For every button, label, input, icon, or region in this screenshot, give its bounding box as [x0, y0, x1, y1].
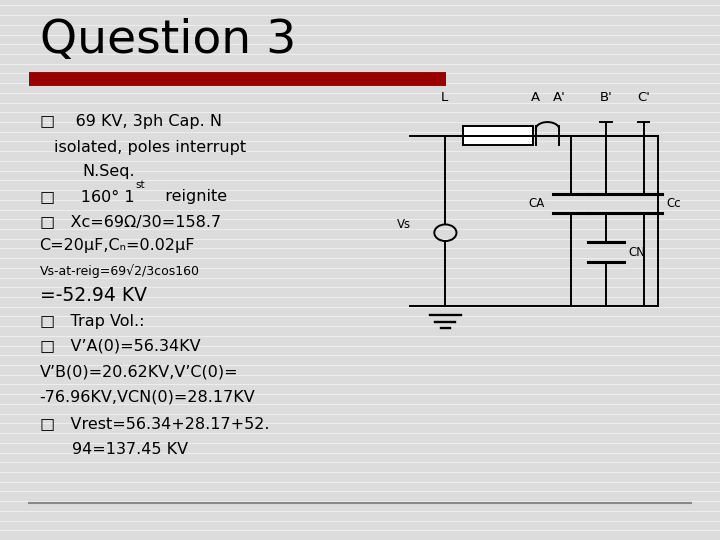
Text: st: st	[135, 180, 145, 190]
Text: =-52.94 KV: =-52.94 KV	[40, 286, 147, 305]
Text: □   Xc=69Ω/30=158.7: □ Xc=69Ω/30=158.7	[40, 214, 221, 229]
Text: N.Seq.: N.Seq.	[83, 164, 135, 179]
Text: -76.96KV,VCN(0)=28.17KV: -76.96KV,VCN(0)=28.17KV	[40, 389, 256, 404]
Text: Vs: Vs	[397, 218, 411, 231]
Text: CA: CA	[528, 197, 544, 210]
Text: Question 3: Question 3	[40, 18, 296, 63]
Text: C=20μF,Cₙ=0.02μF: C=20μF,Cₙ=0.02μF	[40, 238, 195, 253]
Text: L: L	[441, 91, 448, 104]
Text: A': A'	[553, 91, 565, 104]
Text: C': C'	[637, 91, 650, 104]
Text: isolated, poles interrupt: isolated, poles interrupt	[54, 140, 246, 155]
Text: □   Trap Vol.:: □ Trap Vol.:	[40, 314, 144, 329]
Text: V’B(0)=20.62KV,V’C(0)=: V’B(0)=20.62KV,V’C(0)=	[40, 364, 238, 379]
Text: □   Vrest=56.34+28.17+52.: □ Vrest=56.34+28.17+52.	[40, 416, 269, 431]
Text: CN: CN	[628, 246, 645, 259]
Text: 94=137.45 KV: 94=137.45 KV	[72, 442, 188, 457]
Text: Cc: Cc	[666, 197, 680, 210]
Text: □   V’A(0)=56.34KV: □ V’A(0)=56.34KV	[40, 338, 200, 353]
Text: Vs-at-reig=69√2/3cos160: Vs-at-reig=69√2/3cos160	[40, 264, 199, 278]
Bar	[463, 126, 533, 145]
Text: B': B'	[599, 91, 612, 104]
Text: A: A	[531, 91, 540, 104]
Text: □    69 KV, 3ph Cap. N: □ 69 KV, 3ph Cap. N	[40, 114, 222, 129]
Text: □     160° 1: □ 160° 1	[40, 189, 134, 204]
Text: reignite: reignite	[155, 189, 227, 204]
